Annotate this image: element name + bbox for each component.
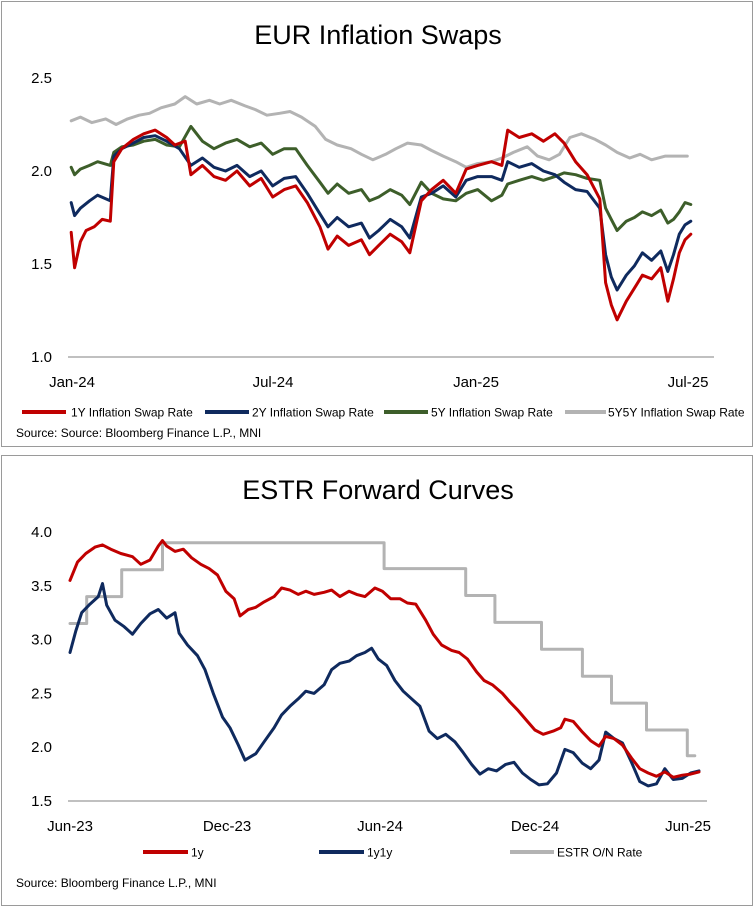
series-line-5y-inflation-swap-rate [69,124,693,232]
x-axis: Jan-24 Jul-24 Jan-25 Jul-25 [49,374,708,391]
plot-area [69,95,693,322]
series-line-2y-inflation-swap-rate [69,134,693,292]
series-line-1y [68,539,701,779]
x-tick-label: Jan-24 [49,374,95,391]
source-note: Source: Bloomberg Finance L.P., MNI [16,876,217,890]
x-tick-label: Jan-25 [453,374,499,391]
estr-forward-curves-chart: ESTR Forward Curves 4.0 3.5 3.0 2.5 2.0 1.5 J… [16,475,711,890]
x-tick-label: Jun-23 [47,818,93,835]
chart-title: EUR Inflation Swaps [254,20,502,50]
y-tick-label: 4.0 [31,524,52,541]
legend-label-1y: 1y [191,846,204,860]
x-tick-label: Dec-23 [203,818,251,835]
y-tick-label: 3.5 [31,578,52,595]
source-note: Source: Source: Bloomberg Finance L.P., … [16,426,261,440]
eur-inflation-swaps-chart: EUR Inflation Swaps 2.52.01.51.0 Jan-24 J… [16,20,745,440]
series-line-1y1y [68,582,701,788]
y-tick-label: 2.5 [31,685,52,702]
legend-label-5y5y: 5Y5Y Inflation Swap Rate [608,406,745,420]
x-axis: Jun-23 Dec-23 Jun-24 Dec-24 Jun-25 [47,818,711,835]
y-tick-label: 1.5 [31,793,52,810]
series-line-5y5y-inflation-swap-rate [69,95,689,169]
y-axis: 4.0 3.5 3.0 2.5 2.0 1.5 [31,524,52,810]
series-line-1y-inflation-swap-rate [69,128,693,322]
x-tick-label: Jun-25 [665,818,711,835]
legend-label-1y1y: 1y1y [367,846,392,860]
legend: 1y 1y1y ESTR O/N Rate [143,846,643,860]
y-axis: 2.5 2.0 1.5 1.0 [31,70,52,366]
y-tick-label: 3.0 [31,632,52,649]
y-tick-label: 1.5 [31,256,52,273]
x-tick-label: Jul-25 [668,374,709,391]
x-tick-label: Jul-24 [253,374,294,391]
plot-area [68,539,701,788]
legend-label-5y: 5Y Inflation Swap Rate [431,406,553,420]
x-tick-label: Dec-24 [511,818,559,835]
legend-label-1y: 1Y Inflation Swap Rate [71,406,193,420]
legend: 1Y Inflation Swap Rate 2Y Inflation Swap… [22,406,745,420]
legend-label-2y: 2Y Inflation Swap Rate [252,406,374,420]
x-tick-label: Jun-24 [357,818,403,835]
eur-inflation-swaps-panel: EUR Inflation Swaps 2.5 2.0 1.5 1.0 Jan-24 J… [1,1,753,447]
series-line-estr-o-n-rate [68,541,697,758]
y-tick-label: 1.0 [31,349,52,366]
legend-label-estr: ESTR O/N Rate [557,846,643,860]
estr-forward-curves-panel: ESTR Forward Curves 4.0 3.5 3.0 2.5 2.0 1.5 J… [1,455,753,906]
y-tick-label: 2.0 [31,163,52,180]
y-tick-label: 2.5 [31,70,52,87]
chart-title: ESTR Forward Curves [242,475,514,505]
y-tick-label: 2.0 [31,739,52,756]
